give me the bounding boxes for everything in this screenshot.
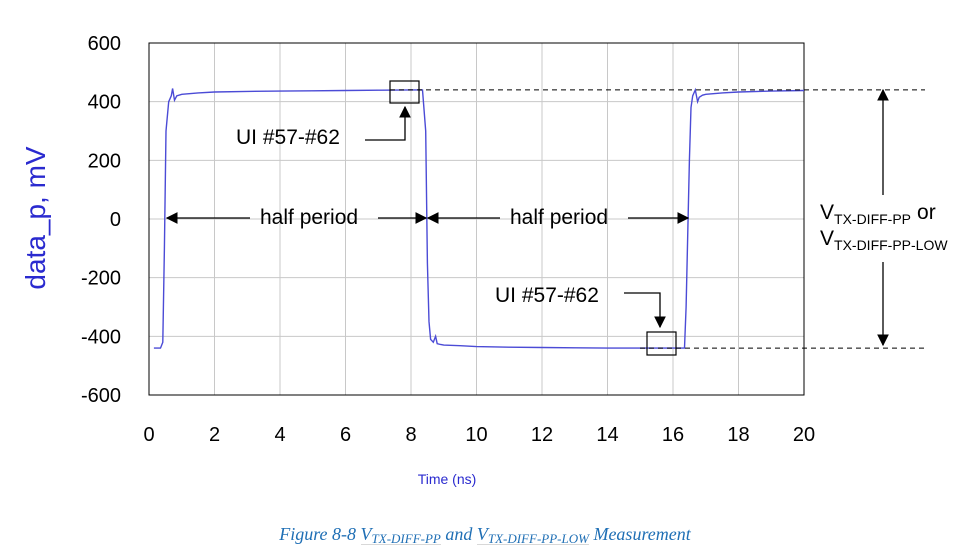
vtx-label-line1: VTX-DIFF-PP or — [820, 201, 936, 227]
ui-box-bottom — [646, 331, 677, 356]
plot-frame — [148, 42, 805, 396]
y-tick-labels: 600 400 200 0 -200 -400 -600 — [81, 33, 121, 407]
y-tick-label: 600 — [88, 33, 121, 55]
y-tick-label: 0 — [110, 209, 121, 231]
y-axis-label: data_p, mV — [20, 146, 51, 290]
x-tick-label: 6 — [340, 424, 351, 446]
caption-v1: VTX-DIFF-PP — [360, 524, 441, 546]
x-axis-label: Time (ns) — [418, 471, 477, 487]
vtx1-tail: or — [917, 201, 936, 224]
caption-v1-sub: TX-DIFF-PP — [371, 531, 441, 546]
caption-v2: VTX-DIFF-PP-LOW — [476, 524, 589, 546]
x-tick-label: 0 — [143, 424, 154, 446]
ui-top-label: UI #57-#62 — [236, 126, 340, 149]
series-line — [153, 87, 805, 349]
x-tick-label: 8 — [405, 424, 416, 446]
y-tick-label: 400 — [88, 92, 121, 114]
chart: 600 400 200 0 -200 -400 -600 0 2 4 6 8 10 12 14 16 18 20… — [20, 33, 948, 487]
half-period-1-label: half period — [260, 206, 358, 229]
y-tick-label: -600 — [81, 385, 121, 407]
ui-top-arrow — [365, 105, 411, 141]
x-tick-label: 16 — [662, 424, 684, 446]
caption-v1-main: V — [360, 524, 372, 544]
caption-and: and — [440, 524, 477, 544]
vtx-label-line2: VTX-DIFF-PP-LOW — [820, 227, 948, 253]
vtx1-main: V — [820, 201, 834, 224]
ui-box-top — [389, 80, 420, 104]
x-tick-label: 12 — [531, 424, 553, 446]
vtx2-sub: TX-DIFF-PP-LOW — [834, 237, 948, 253]
caption-v2-sub: TX-DIFF-PP-LOW — [487, 531, 589, 546]
x-tick-label: 2 — [209, 424, 220, 446]
grid-lines — [148, 42, 805, 396]
vtx1-sub: TX-DIFF-PP — [834, 211, 911, 227]
y-tick-label: 200 — [88, 150, 121, 172]
x-tick-label: 14 — [596, 424, 618, 446]
half-period-2-label: half period — [510, 206, 608, 229]
x-tick-label: 18 — [727, 424, 749, 446]
y-tick-label: -400 — [81, 326, 121, 348]
caption-v2-main: V — [476, 524, 488, 544]
ui-bottom-arrow — [624, 292, 666, 329]
caption-suffix: Measurement — [588, 524, 691, 544]
ui-bottom-label: UI #57-#62 — [495, 284, 599, 307]
x-tick-label: 10 — [465, 424, 487, 446]
x-tick-label: 4 — [274, 424, 285, 446]
caption-prefix: Figure 8-8 — [279, 524, 361, 544]
y-tick-label: -200 — [81, 268, 121, 290]
vtx2-main: V — [820, 227, 834, 250]
x-tick-label: 20 — [793, 424, 815, 446]
figure-caption: Figure 8-8 VTX-DIFF-PP and VTX-DIFF-PP-L… — [0, 524, 970, 547]
x-tick-labels: 0 2 4 6 8 10 12 14 16 18 20 — [143, 424, 815, 446]
